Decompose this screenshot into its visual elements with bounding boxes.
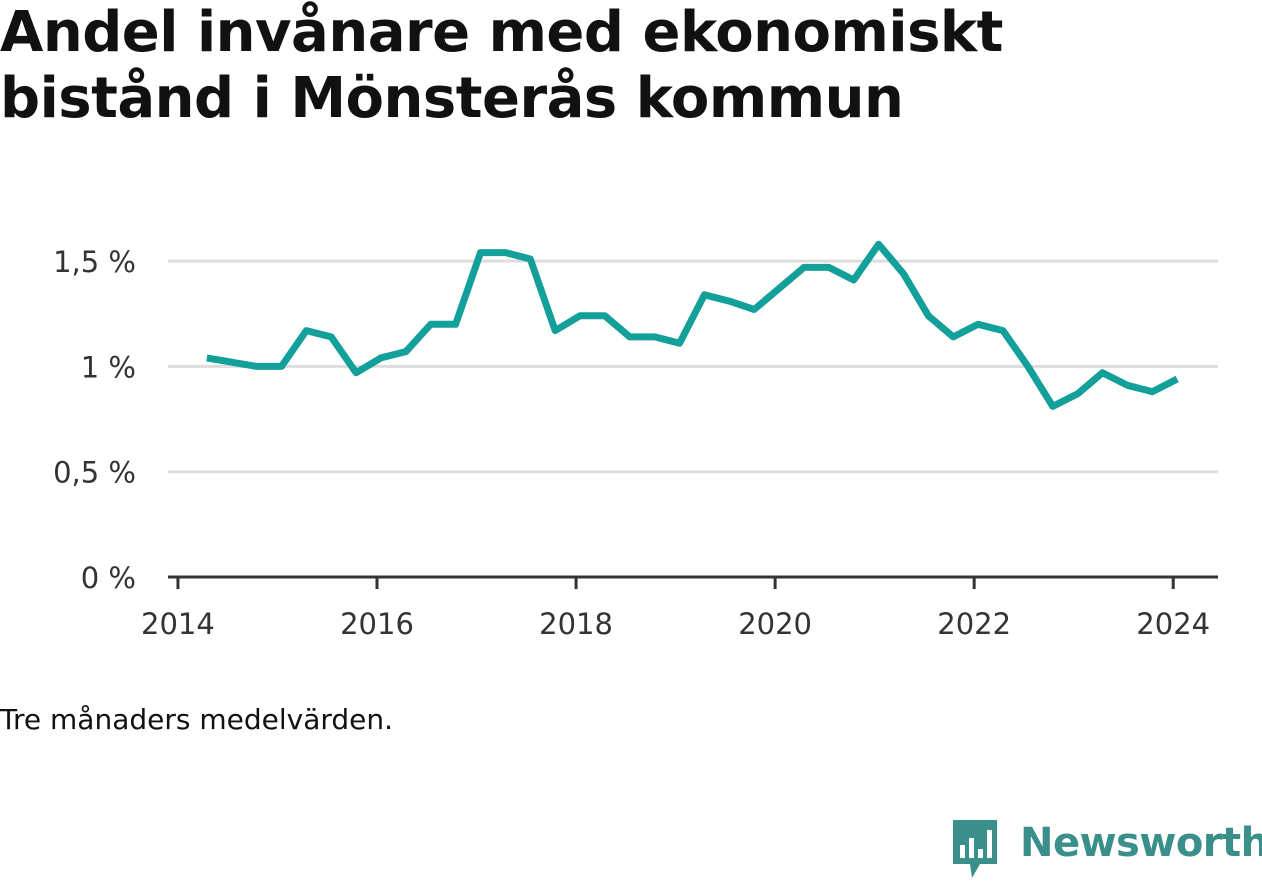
chart-note: Tre månaders medelvärden. bbox=[0, 703, 394, 736]
brand-name: Newsworthy bbox=[1020, 820, 1262, 866]
chart-title: Andel invånare med ekonomiskt bistånd i … bbox=[0, 0, 1003, 131]
y-tick-label: 0 % bbox=[81, 561, 136, 595]
y-tick-label: 0,5 % bbox=[53, 456, 136, 490]
series-line bbox=[206, 240, 1179, 410]
y-tick-label: 1 % bbox=[81, 350, 136, 384]
x-tick-label: 2014 bbox=[141, 607, 215, 641]
x-tick-label: 2018 bbox=[539, 607, 613, 641]
x-tick-label: 2020 bbox=[738, 607, 812, 641]
y-tick-label: 1,5 % bbox=[53, 245, 136, 279]
y-axis-ticks: 0 % 0,5 % 1 % 1,5 % bbox=[53, 245, 136, 595]
newsworthy-logo-icon bbox=[953, 820, 997, 878]
x-tick-label: 2016 bbox=[340, 607, 414, 641]
x-axis-ticks: 2014 2016 2018 2020 2022 2024 bbox=[141, 577, 1210, 641]
brand: Newsworthy bbox=[950, 818, 1262, 882]
x-tick-label: 2024 bbox=[1136, 607, 1210, 641]
grid-lines bbox=[168, 259, 1218, 474]
line-chart: 0 % 0,5 % 1 % 1,5 % 2014 2016 2018 2020 2022 202… bbox=[53, 240, 1218, 641]
x-tick-label: 2022 bbox=[937, 607, 1011, 641]
